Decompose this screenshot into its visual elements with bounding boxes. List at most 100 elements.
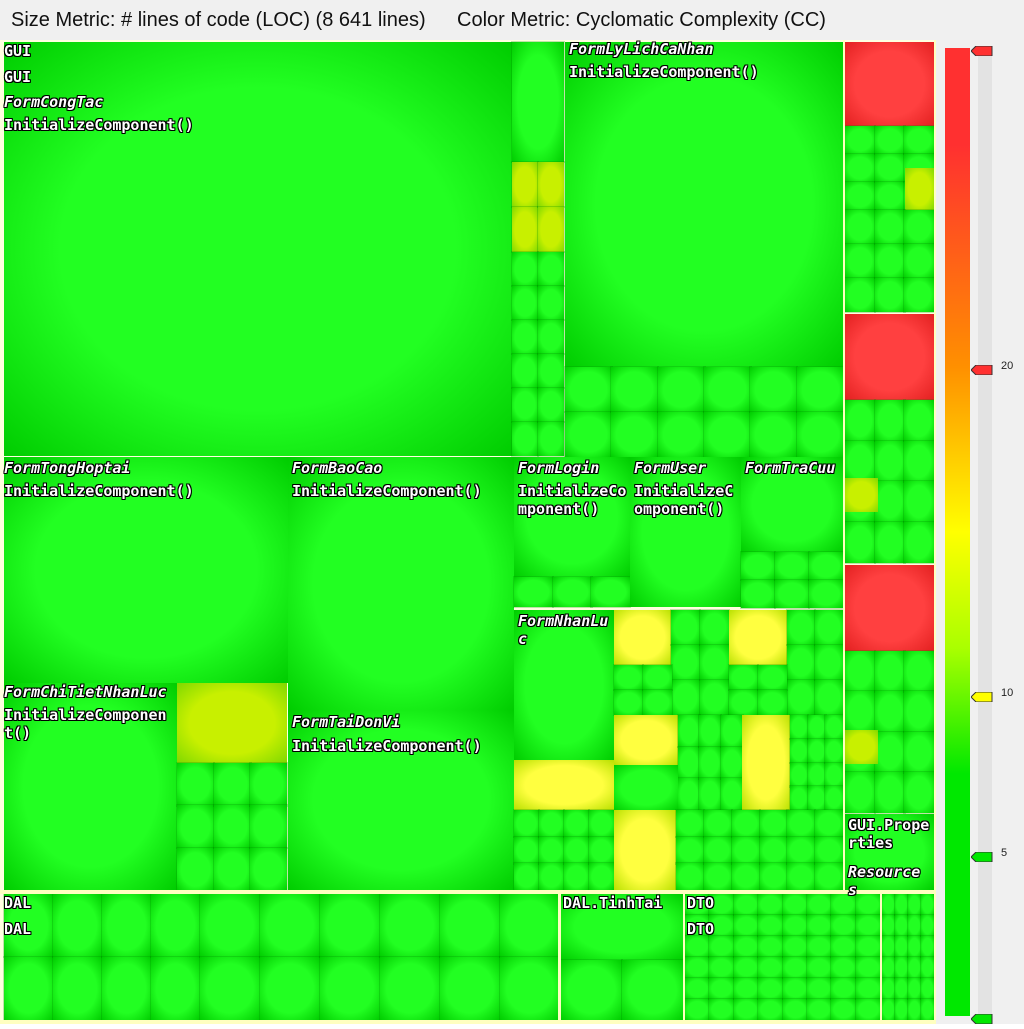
treemap-cell[interactable] (728, 689, 759, 716)
dto-cell[interactable] (855, 935, 882, 958)
dto-cell[interactable] (733, 914, 760, 937)
treemap-cell[interactable] (844, 650, 876, 693)
treemap-cell[interactable] (920, 977, 935, 1000)
treemap-cell[interactable] (844, 181, 876, 211)
treemap-cell[interactable] (881, 935, 896, 958)
treemap-cell[interactable] (903, 731, 935, 774)
treemap-cell[interactable] (703, 809, 733, 838)
form-tai-don-vi-block[interactable] (288, 710, 514, 890)
treemap-cell[interactable] (703, 862, 733, 891)
treemap-cell[interactable] (563, 809, 590, 838)
dto-cell[interactable] (684, 977, 711, 1000)
treemap-cell[interactable] (588, 836, 615, 865)
treemap-cell[interactable] (511, 161, 539, 208)
dto-cell[interactable] (855, 977, 882, 1000)
treemap-cell[interactable] (729, 610, 787, 665)
dto-cell[interactable] (830, 914, 857, 937)
dto-cell[interactable] (782, 935, 809, 958)
dal-cell[interactable] (101, 893, 152, 958)
treemap-cell[interactable] (511, 353, 539, 389)
treemap-cell[interactable] (844, 277, 876, 313)
treemap-cell[interactable] (903, 243, 935, 279)
treemap-cell[interactable] (698, 714, 722, 748)
treemap-cell[interactable] (814, 809, 844, 838)
treemap-cell[interactable] (907, 956, 922, 979)
dto-cell[interactable] (757, 893, 784, 916)
treemap-cell[interactable] (177, 683, 287, 763)
treemap-cell[interactable] (614, 765, 678, 810)
treemap-cell[interactable] (844, 209, 876, 245)
treemap-cell[interactable] (874, 181, 906, 211)
treemap-cell[interactable] (677, 746, 701, 780)
treemap-cell[interactable] (786, 679, 816, 716)
treemap-cell[interactable] (759, 836, 789, 865)
treemap-cell[interactable] (874, 480, 906, 523)
dal-cell[interactable] (150, 893, 201, 958)
treemap-cell[interactable] (563, 862, 590, 891)
namespace-border[interactable] (934, 40, 936, 1024)
treemap-cell[interactable] (881, 977, 896, 1000)
dal-cell[interactable] (499, 956, 561, 1021)
treemap-cell[interactable] (677, 777, 701, 811)
treemap-cell[interactable] (844, 125, 876, 155)
treemap-cell[interactable] (742, 715, 790, 810)
treemap-cell[interactable] (845, 478, 878, 512)
dto-cell[interactable] (806, 956, 833, 979)
treemap-cell[interactable] (907, 998, 922, 1021)
treemap-cell[interactable] (814, 609, 844, 646)
treemap-cell[interactable] (920, 935, 935, 958)
high-complexity-block[interactable] (845, 314, 934, 400)
dal-cell[interactable] (150, 956, 201, 1021)
treemap-cell[interactable] (874, 243, 906, 279)
form-tra-cuu-block[interactable] (741, 457, 843, 552)
dal-cell[interactable] (319, 893, 381, 958)
dto-cell[interactable] (708, 893, 735, 916)
treemap-cell[interactable] (677, 714, 701, 748)
treemap-cell[interactable] (786, 644, 816, 681)
namespace-border[interactable] (683, 892, 685, 1022)
treemap-cell[interactable] (552, 576, 593, 608)
dto-cell[interactable] (684, 935, 711, 958)
treemap-cell[interactable] (176, 804, 215, 849)
treemap-cell[interactable] (563, 836, 590, 865)
scale-marker[interactable] (970, 849, 993, 863)
treemap-cell[interactable] (845, 730, 878, 764)
treemap-cell[interactable] (920, 893, 935, 916)
namespace-border[interactable] (0, 890, 936, 894)
dto-cell[interactable] (684, 914, 711, 937)
treemap-cell[interactable] (881, 893, 896, 916)
treemap-cell[interactable] (905, 168, 934, 210)
dto-cell[interactable] (782, 977, 809, 1000)
treemap-cell[interactable] (844, 521, 876, 564)
treemap-cell[interactable] (675, 862, 705, 891)
treemap-cell[interactable] (720, 714, 744, 748)
treemap-cell[interactable] (907, 893, 922, 916)
scale-marker[interactable] (970, 1011, 993, 1025)
dto-cell[interactable] (830, 998, 857, 1021)
dto-cell[interactable] (733, 956, 760, 979)
treemap-cell[interactable] (844, 440, 876, 483)
treemap-cell[interactable] (808, 551, 844, 581)
dto-cell[interactable] (830, 977, 857, 1000)
treemap-cell[interactable] (874, 153, 906, 183)
namespace-border[interactable] (843, 40, 845, 890)
treemap-cell[interactable] (807, 714, 827, 740)
treemap-cell[interactable] (610, 411, 659, 458)
namespace-border[interactable] (880, 892, 882, 1022)
treemap-cell[interactable] (511, 251, 539, 287)
dto-cell[interactable] (855, 998, 882, 1021)
treemap-cell[interactable] (642, 664, 673, 691)
treemap-cell[interactable] (903, 440, 935, 483)
namespace-border[interactable] (558, 892, 561, 1022)
treemap-cell[interactable] (740, 579, 776, 609)
treemap-cell[interactable] (699, 609, 730, 646)
treemap-cell[interactable] (808, 579, 844, 609)
treemap-cell[interactable] (720, 746, 744, 780)
form-ly-lich-ca-nhan-block[interactable] (565, 42, 843, 367)
treemap-cell[interactable] (907, 977, 922, 1000)
treemap-cell[interactable] (796, 411, 845, 458)
treemap-cell[interactable] (874, 277, 906, 313)
form-tong-hoptai-block[interactable] (4, 457, 288, 683)
dal-cell[interactable] (199, 893, 261, 958)
treemap-cell[interactable] (675, 809, 705, 838)
